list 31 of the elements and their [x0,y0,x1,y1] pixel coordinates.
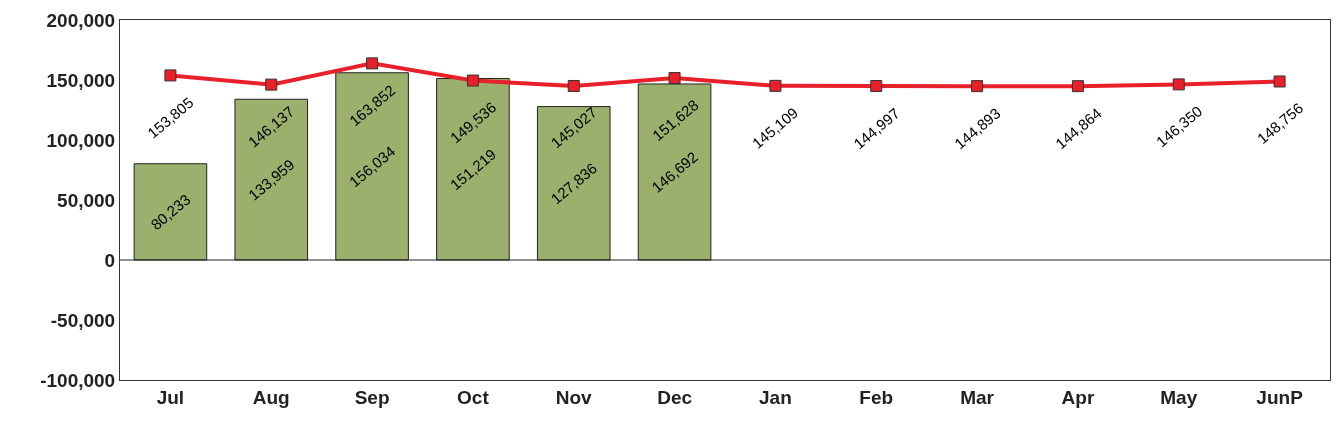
x-tick-label: Sep [354,386,390,408]
point [164,69,177,82]
y-tick-label: 50,000 [57,189,116,211]
y-tick-label: 200,000 [46,9,116,31]
y-tick-label: 100,000 [46,129,116,151]
point [769,79,782,92]
y-tick-label: -50,000 [50,309,116,331]
y-tick-label: 0 [104,249,116,271]
x-tick-label: JunP [1256,386,1304,408]
x-tick-label: Apr [1061,386,1095,408]
x-tick-label: Oct [457,386,490,408]
x-tick-label: Dec [657,386,693,408]
point [870,80,883,92]
point [1172,78,1185,91]
x-tick-label: May [1160,386,1198,408]
x-tick-label: Feb [859,386,894,408]
point [466,74,479,87]
y-tick-label: 150,000 [46,69,116,91]
x-tick-label: Mar [960,386,995,408]
point [567,79,580,92]
x-tick-label: Nov [555,386,593,408]
point [366,57,379,70]
point [265,78,278,91]
point [1071,80,1084,93]
point [971,80,984,93]
y-tick-label: -100,000 [40,369,116,391]
x-tick-label: Jan [759,386,792,408]
point [1273,75,1286,88]
x-tick-label: Aug [252,386,290,408]
point [668,72,681,85]
x-tick-label: Jul [156,386,185,408]
